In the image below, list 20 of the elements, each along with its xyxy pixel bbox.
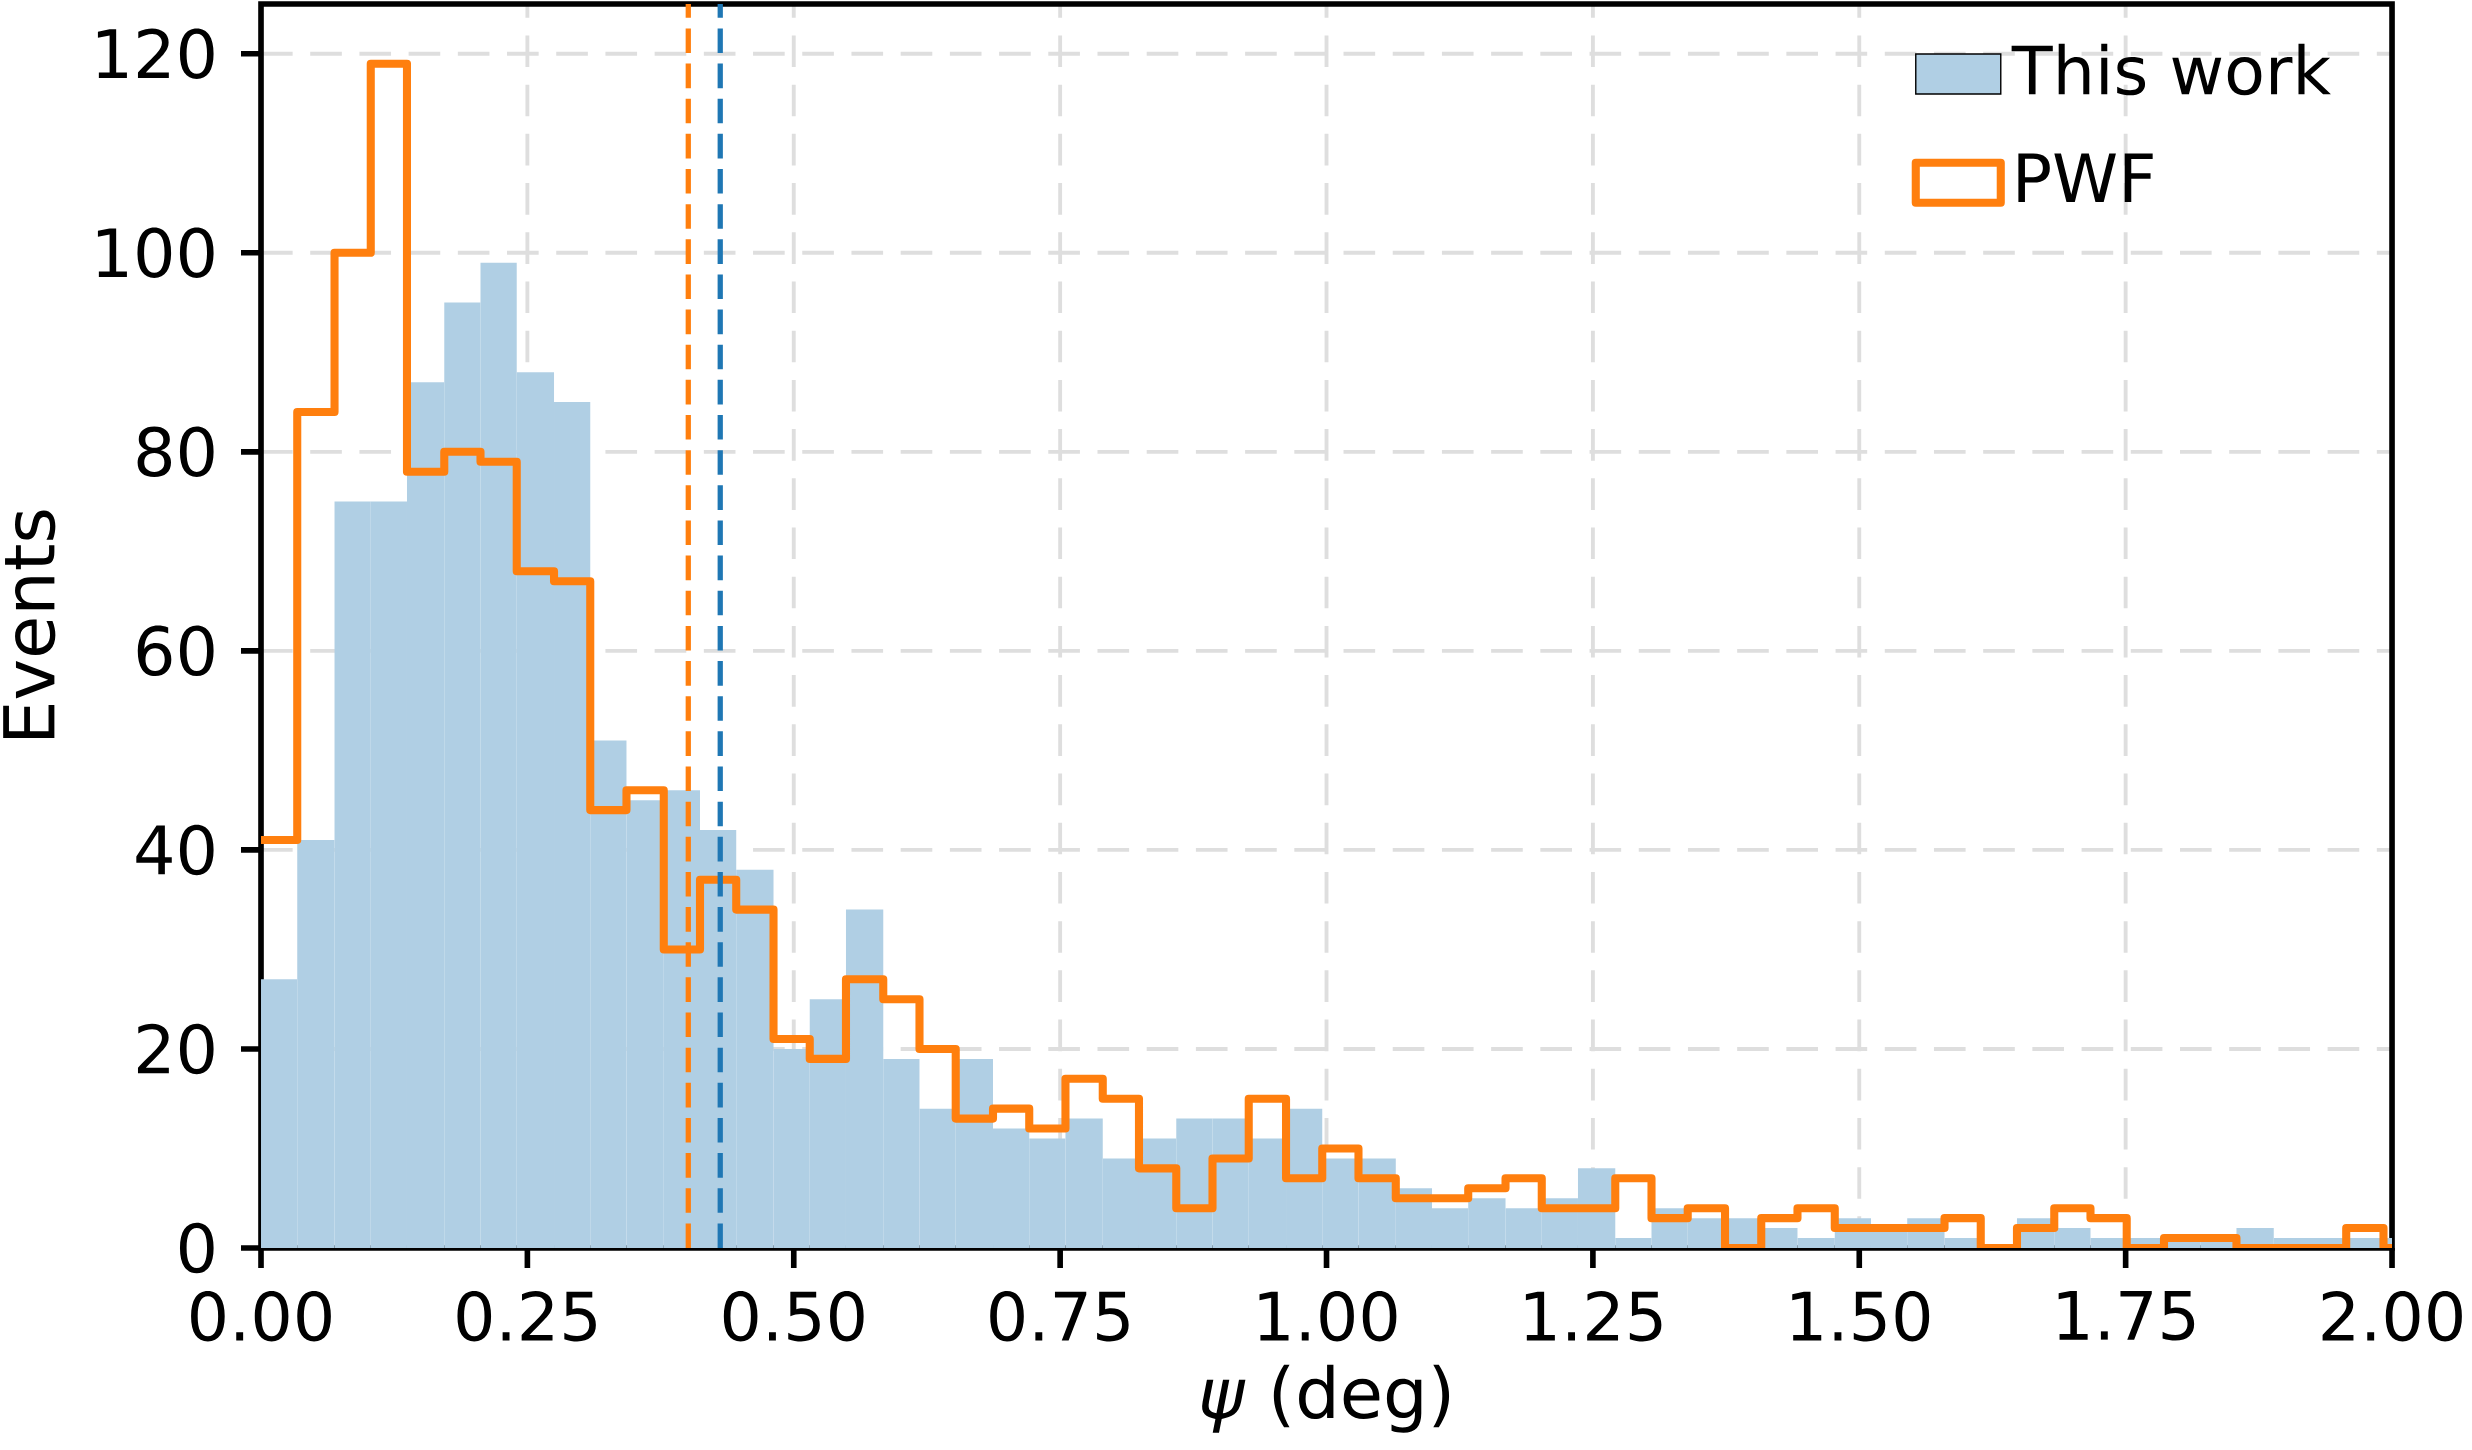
x-tick-label: 0.25 bbox=[457, 1290, 596, 1342]
x-tick-label: 1.75 bbox=[2058, 1290, 2195, 1341]
y-tick-label: 60 bbox=[137, 625, 214, 677]
x-tick-label: 0.75 bbox=[990, 1290, 1129, 1342]
x-tick-label: 0.00 bbox=[191, 1290, 331, 1342]
x-tick-label: 1.50 bbox=[1792, 1290, 1930, 1342]
y-tick-label: 20 bbox=[137, 1023, 214, 1075]
y-tick-label: 120 bbox=[97, 28, 214, 79]
y-tick-label: 0 bbox=[179, 1222, 214, 1274]
legend-label: This work bbox=[2011, 43, 2331, 96]
x-axis-title: ψ (deg) bbox=[1202, 1364, 1450, 1433]
x-tick-label: 1.25 bbox=[1525, 1290, 1662, 1342]
x-tick-label: 1.00 bbox=[1259, 1290, 1397, 1342]
y-tick-label: 100 bbox=[97, 227, 214, 279]
legend-label: PWF bbox=[2018, 153, 2153, 203]
y-tick-label: 80 bbox=[137, 426, 214, 478]
x-tick-label: 0.50 bbox=[723, 1290, 864, 1342]
x-tick-label: 2.00 bbox=[2322, 1290, 2462, 1342]
y-axis-title: Events bbox=[3, 510, 56, 739]
y-tick-label: 40 bbox=[136, 824, 214, 876]
